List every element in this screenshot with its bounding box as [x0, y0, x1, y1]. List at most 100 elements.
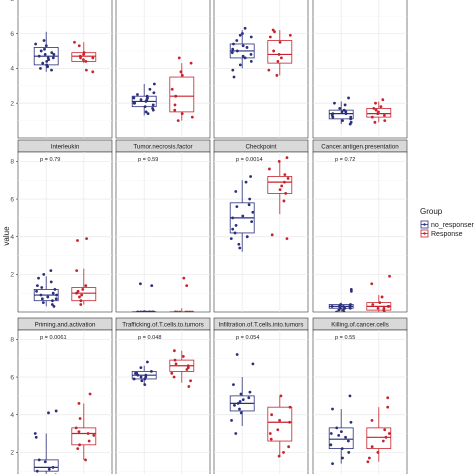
data-point-no_response	[146, 360, 149, 364]
data-point-Response	[379, 105, 383, 109]
data-point-no_response	[241, 398, 245, 402]
data-point-no_response	[243, 56, 247, 60]
panel-background	[213, 0, 309, 139]
data-point-Response	[381, 439, 385, 443]
data-point-Response	[285, 156, 289, 160]
data-point-Response	[80, 293, 84, 297]
data-point-no_response	[139, 375, 143, 379]
data-point-no_response	[344, 435, 347, 439]
data-point-Response	[279, 394, 283, 398]
data-point-Response	[268, 35, 272, 39]
y-tick-label: 6	[10, 374, 14, 381]
data-point-no_response	[43, 460, 47, 464]
data-point-no_response	[335, 310, 338, 312]
data-point-no_response	[238, 407, 241, 411]
data-point-no_response	[235, 49, 239, 53]
data-point-Response	[78, 295, 81, 299]
data-point-Response	[175, 310, 179, 312]
data-point-no_response	[339, 306, 342, 310]
panel-strip-title: Cancer.antigen.presentation	[321, 143, 399, 150]
data-point-Response	[386, 304, 390, 308]
data-point-no_response	[233, 403, 236, 407]
data-point-no_response	[143, 105, 147, 109]
data-point-Response	[172, 375, 176, 379]
data-point-no_response	[237, 242, 241, 246]
panel-strip-title: Checkpoint	[246, 143, 277, 150]
panel-9: Trafficking.of.T.cells.to.tumors p = 0.04…	[115, 317, 211, 474]
data-point-Response	[78, 417, 82, 420]
data-point-Response	[283, 180, 286, 184]
data-point-Response	[288, 405, 292, 409]
data-point-no_response	[343, 103, 347, 107]
data-point-Response	[373, 120, 377, 124]
data-point-no_response	[42, 39, 46, 42]
data-point-Response	[277, 53, 281, 56]
data-point-Response	[76, 447, 80, 450]
data-point-Response	[268, 432, 272, 435]
data-point-no_response	[39, 66, 42, 70]
data-point-no_response	[239, 392, 243, 396]
data-point-no_response	[143, 383, 147, 386]
data-point-Response	[181, 354, 185, 358]
data-point-Response	[177, 56, 181, 60]
data-point-Response	[280, 56, 283, 60]
data-point-Response	[378, 301, 382, 304]
data-point-no_response	[136, 373, 140, 377]
data-point-no_response	[241, 214, 245, 218]
data-point-no_response	[41, 61, 45, 65]
data-point-no_response	[33, 432, 37, 435]
data-point-no_response	[44, 44, 48, 48]
data-point-Response	[75, 291, 78, 295]
data-point-Response	[78, 443, 81, 447]
data-point-no_response	[234, 224, 238, 227]
data-point-no_response	[37, 458, 41, 462]
data-point-Response	[383, 113, 386, 117]
data-point-Response	[277, 160, 281, 163]
data-point-no_response	[37, 54, 41, 58]
data-point-no_response	[148, 310, 152, 312]
y-axis-title: value	[2, 226, 11, 246]
data-point-no_response	[141, 310, 145, 312]
data-point-Response	[172, 349, 176, 353]
data-point-Response	[371, 303, 375, 306]
data-point-no_response	[342, 304, 345, 308]
data-point-no_response	[136, 93, 139, 96]
p-value-label: p = 0.054	[236, 335, 259, 341]
data-point-Response	[74, 426, 78, 430]
data-point-no_response	[132, 96, 136, 100]
data-point-Response	[81, 288, 85, 291]
panel-strip-title: Priming.and.activation	[35, 321, 96, 328]
data-point-no_response	[238, 246, 242, 250]
data-point-Response	[84, 458, 87, 462]
panel-6: Checkpoint p = 0.0014	[213, 139, 309, 313]
panel-11: Killing.of.cancer.cells p = 0.55	[312, 317, 408, 474]
data-point-no_response	[36, 284, 39, 288]
data-point-no_response	[347, 450, 351, 454]
data-point-no_response	[49, 280, 53, 284]
data-point-no_response	[349, 420, 353, 424]
panel-4: Interleukin 2 4 6 8 p = 0.79	[10, 139, 113, 313]
data-point-Response	[180, 73, 184, 77]
p-value-label: p = 0.59	[138, 157, 158, 163]
data-point-Response	[387, 432, 391, 435]
data-point-Response	[370, 282, 374, 286]
data-point-no_response	[40, 286, 44, 289]
y-tick-label: 4	[10, 234, 14, 241]
data-point-no_response	[340, 110, 344, 114]
panel-background	[115, 0, 211, 139]
data-point-no_response	[347, 96, 350, 100]
data-point-no_response	[330, 304, 334, 308]
box-Response	[267, 406, 293, 442]
data-point-no_response	[132, 377, 136, 381]
data-point-no_response	[229, 237, 233, 240]
legend-key-point	[423, 223, 426, 226]
data-point-no_response	[134, 371, 137, 375]
data-point-no_response	[331, 115, 335, 119]
data-point-Response	[376, 306, 380, 310]
panel-strip-title: Infiltration.of.T.cells.into.tumors	[219, 321, 304, 328]
data-point-no_response	[248, 197, 252, 201]
data-point-Response	[173, 108, 177, 112]
data-point-no_response	[136, 310, 140, 312]
data-point-no_response	[235, 39, 239, 42]
panel-background	[213, 329, 309, 474]
